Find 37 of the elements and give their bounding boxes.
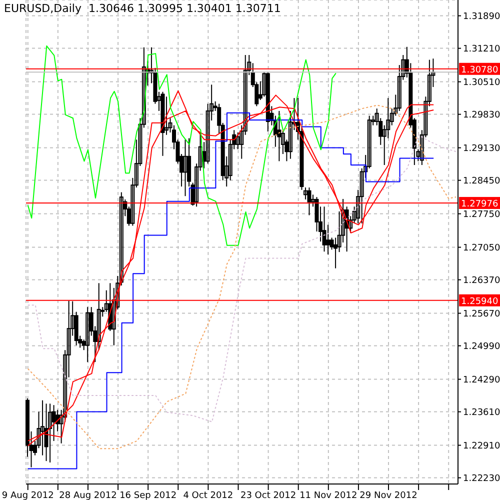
candlestick: [322, 206, 326, 252]
candlestick: [303, 186, 308, 200]
y-tick-label: 1.31210: [463, 44, 500, 54]
candlestick: [164, 96, 168, 136]
y-tick-label: 1.29830: [463, 110, 500, 120]
y-tick-label: 1.28450: [463, 176, 500, 186]
x-tick-label: 29 Nov 2012: [360, 491, 418, 500]
line-series: [27, 45, 336, 246]
y-tick-label: 1.29130: [463, 144, 500, 154]
y-tick-label: 1.22910: [463, 441, 500, 452]
y-tick-label: 1.27050: [463, 243, 500, 254]
y-tick-label: 1.24990: [463, 342, 500, 352]
candlestick: [86, 306, 90, 363]
chart-title: EURUSD,Daily 1.30646 1.30995 1.30401 1.30711: [4, 2, 281, 15]
y-tick-label: 1.23610: [463, 408, 500, 418]
candlestick: [183, 139, 188, 197]
candlestick: [277, 110, 282, 162]
x-tick-label: 16 Sep 2012: [120, 491, 177, 500]
y-tick-label: 1.30510: [463, 78, 500, 88]
ref-line-label: 1.27976: [461, 199, 498, 210]
x-tick-label: 28 Aug 2012: [59, 491, 117, 500]
ref-line-label: 1.25940: [461, 296, 498, 307]
y-tick-label: 1.27750: [463, 210, 500, 220]
x-tick-label: 9 Aug 2012: [2, 491, 54, 500]
candlestick: [307, 186, 312, 216]
ref-line-label: 1.30780: [461, 65, 498, 76]
x-tick-label: 11 Nov 2012: [300, 491, 358, 500]
line-series: [27, 134, 457, 422]
x-tick-label: 4 Oct 2012: [183, 491, 234, 500]
x-tick-label: 23 Oct 2012: [240, 491, 296, 500]
y-tick-label: 1.22230: [463, 474, 500, 484]
candlestick: [48, 403, 52, 463]
y-tick-label: 1.24290: [463, 375, 500, 386]
y-tick-label: 1.26370: [463, 276, 500, 286]
y-tick-label: 1.31890: [463, 12, 500, 22]
y-tick-label: 1.25670: [463, 309, 500, 320]
candlestick: [326, 224, 330, 255]
